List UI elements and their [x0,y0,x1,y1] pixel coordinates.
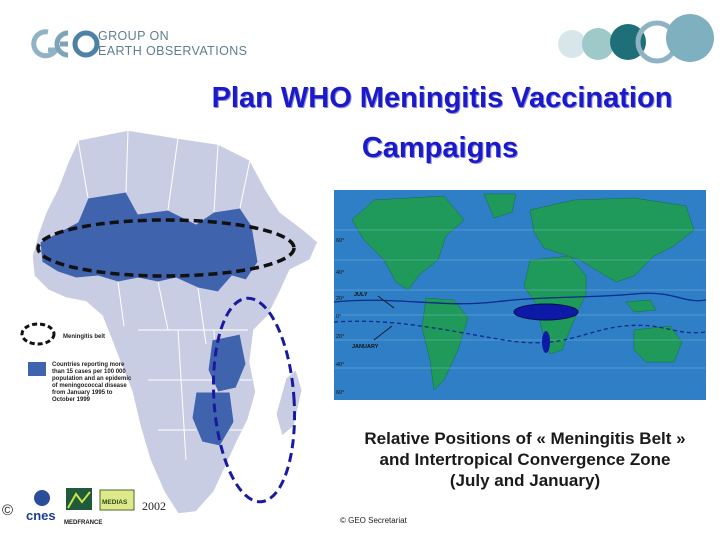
medias-logo-text: MEDIAS [102,499,128,506]
south-america-shape [421,297,469,391]
decorative-circles-icon [558,14,714,64]
lat-label-1: 60° [336,238,344,244]
copyright-symbol: © [2,502,14,519]
southeast-dashed-ellipse [211,296,297,504]
org-name-line2: EARTH OBSERVATIONS [98,44,248,58]
itcz-january-line [334,320,706,344]
east-africa-highlight [542,331,550,353]
legend-countries-label: Countries reporting more than 15 cases p… [52,362,132,403]
africa-map [31,130,319,515]
itcz-july-line [334,292,706,305]
page-title-line2: Campaigns [361,132,519,164]
legend-belt-label: Meningitis belt [63,334,105,340]
north-america-shape [351,195,465,291]
org-name-line1: GROUP ON [98,29,170,43]
january-label: JANUARY [352,344,379,350]
australia-shape [633,325,683,363]
lat-label-4: 0° [336,314,341,320]
legend-belt-symbol [20,322,56,346]
july-label: JULY [354,292,368,298]
world-map: 60° 40° 20° 0° 20° 40° 60° JULY JANUARY [334,190,706,400]
lat-label-3: 20° [336,296,344,302]
geo-copyright: © GEO Secretariat [340,516,407,525]
caption-line2: and Intertropical Convergence Zone [379,450,671,469]
meningitis-belt-ellipse [36,218,296,278]
caption-line3: (July and January) [449,471,601,490]
greenland-shape [483,193,517,219]
lat-label-7: 60° [336,390,344,396]
page-title-line1: Plan WHO Meningitis Vaccination [211,82,673,114]
caption-line1: Relative Positions of « Meningitis Belt … [364,429,686,448]
partner-logos: cnes MEDFRANCE MEDIAS [26,488,135,526]
year-label: 2002 [142,499,166,513]
legend-countries-swatch [28,362,46,376]
lat-label-6: 40° [336,362,344,368]
belt-countries-shape [39,191,259,293]
lat-label-2: 40° [336,270,344,276]
geo-logo-icon [31,29,100,59]
madagascar-shape [275,369,303,437]
europe-asia-shape [529,197,695,283]
cnes-logo-text: cnes [26,508,56,523]
indonesia-shape [625,299,657,313]
org-name: GROUP ON EARTH OBSERVATIONS [98,29,247,59]
map-caption: Relative Positions of « Meningitis Belt … [330,428,720,491]
belt-highlight-ellipse [513,303,579,321]
lat-label-5: 20° [336,334,344,340]
legend-symbols [20,322,56,376]
mediterranee-logo-text: MEDFRANCE [64,520,102,526]
